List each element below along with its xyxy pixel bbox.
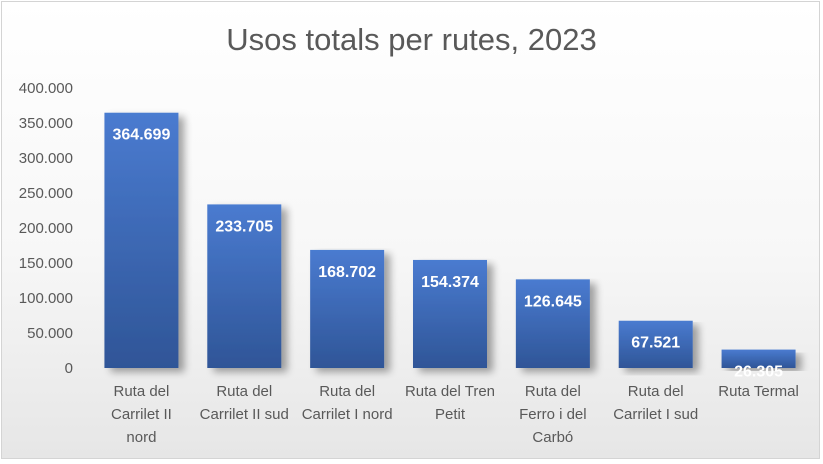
x-tick-label: Ruta Termal — [718, 383, 799, 400]
y-tick-label: 250.000 — [19, 185, 73, 202]
bar — [413, 259, 487, 368]
data-label: 126.645 — [524, 293, 582, 310]
data-label: 67.521 — [631, 335, 680, 352]
x-tick-label: Ruta del Tren Petit — [405, 383, 495, 423]
x-tick-label: Ruta del Carrilet I sud — [613, 383, 698, 423]
data-label: 168.702 — [318, 264, 376, 281]
y-tick-label: 300.000 — [19, 150, 73, 167]
chart-title: Usos totals per rutes, 2023 — [226, 22, 597, 57]
y-tick-label: 100.000 — [19, 290, 73, 307]
bar — [310, 249, 385, 368]
data-label: 26.305 — [734, 364, 783, 381]
y-tick-label: 400.000 — [19, 80, 73, 97]
bar — [207, 204, 282, 368]
y-tick-label: 0 — [65, 360, 73, 377]
data-label: 364.699 — [113, 127, 171, 144]
bar — [104, 112, 179, 369]
bar — [515, 279, 590, 368]
x-tick-label: Ruta del Carrilet II nord — [111, 383, 172, 446]
bar — [721, 349, 796, 368]
bar — [618, 320, 693, 368]
data-label: 154.374 — [421, 274, 479, 291]
data-label: 233.705 — [215, 218, 273, 235]
y-tick-label: 50.000 — [27, 325, 73, 342]
y-tick-label: 200.000 — [19, 220, 73, 237]
x-tick-label: Ruta del Ferro i del Carbó — [519, 383, 587, 446]
x-tick-label: Ruta del Carrilet I nord — [302, 383, 393, 423]
y-tick-label: 150.000 — [19, 255, 73, 272]
y-tick-label: 350.000 — [19, 115, 73, 132]
x-tick-label: Ruta del Carrilet II sud — [200, 383, 289, 423]
